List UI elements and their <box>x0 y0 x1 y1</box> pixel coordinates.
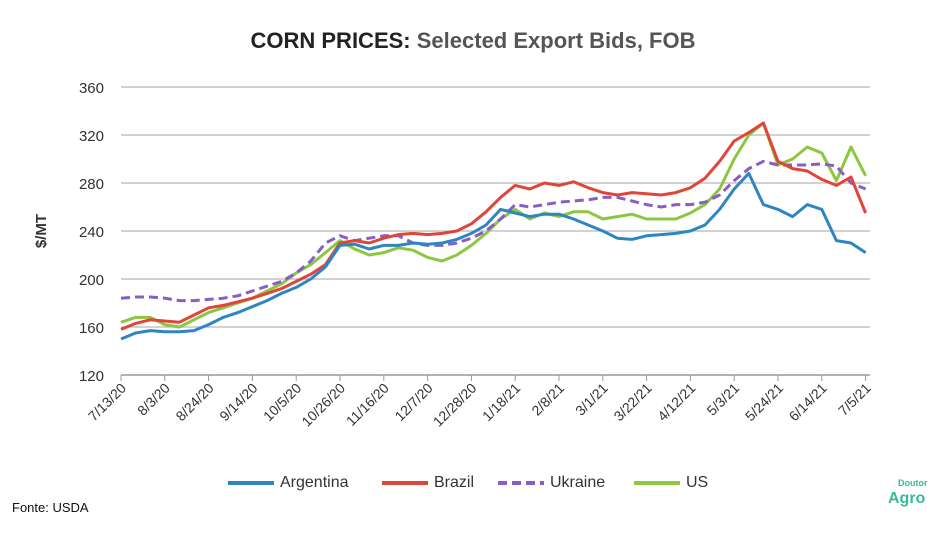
logo-line-1: Doutor <box>898 478 928 488</box>
x-tick-label: 8/3/20 <box>134 380 173 419</box>
x-tick-label: 7/5/21 <box>835 380 874 419</box>
x-tick-label: 5/24/21 <box>742 380 786 424</box>
x-tick-label: 10/26/20 <box>298 380 348 430</box>
title-main: CORN PRICES: <box>250 28 411 53</box>
x-tick-label: 11/16/20 <box>343 380 392 429</box>
x-tick-label: 3/22/21 <box>610 380 654 424</box>
x-tick-label: 7/13/20 <box>85 380 129 424</box>
legend-ukraine: Ukraine <box>498 474 605 492</box>
series-line-ukraine <box>120 159 867 303</box>
series-line-brazil <box>120 121 867 331</box>
x-tick-label: 1/18/21 <box>479 380 523 424</box>
legend-us: US <box>634 474 708 492</box>
legend-label: Brazil <box>434 474 475 491</box>
series-line-argentina <box>120 171 867 341</box>
y-tick-label: 120 <box>79 368 104 385</box>
x-tick-label: 6/14/21 <box>786 380 830 424</box>
source-note: Fonte: USDA <box>12 500 89 515</box>
legend-label: Argentina <box>280 474 349 491</box>
x-tick-label: 3/1/21 <box>572 380 611 419</box>
legend-label: US <box>686 474 709 491</box>
y-tick-label: 360 <box>79 80 104 97</box>
y-tick-label: 280 <box>79 176 104 193</box>
legend-label: Ukraine <box>550 474 606 491</box>
y-axis-label: $/MT <box>33 214 50 248</box>
y-tick-label: 160 <box>79 320 104 337</box>
legend-argentina: Argentina <box>228 474 349 492</box>
y-tick-label: 320 <box>79 128 104 145</box>
x-tick-label: 8/24/20 <box>172 380 216 424</box>
x-tick-label: 5/3/21 <box>703 380 742 419</box>
y-tick-label: 200 <box>79 272 104 289</box>
legend-brazil: Brazil <box>382 474 474 492</box>
doutor-agro-logo: Doutor Agro <box>888 478 928 509</box>
y-tick-label: 240 <box>79 224 104 241</box>
x-tick-label: 9/14/20 <box>216 380 260 424</box>
title-subtitle: Selected Export Bids, FOB <box>416 28 696 53</box>
x-tick-label: 2/8/21 <box>528 380 567 419</box>
x-tick-label: 4/12/21 <box>654 380 698 424</box>
logo-line-2: Agro <box>888 490 926 508</box>
chart-title: CORN PRICES: Selected Export Bids, FOB <box>0 28 946 54</box>
x-tick-label: 12/28/20 <box>430 380 480 430</box>
